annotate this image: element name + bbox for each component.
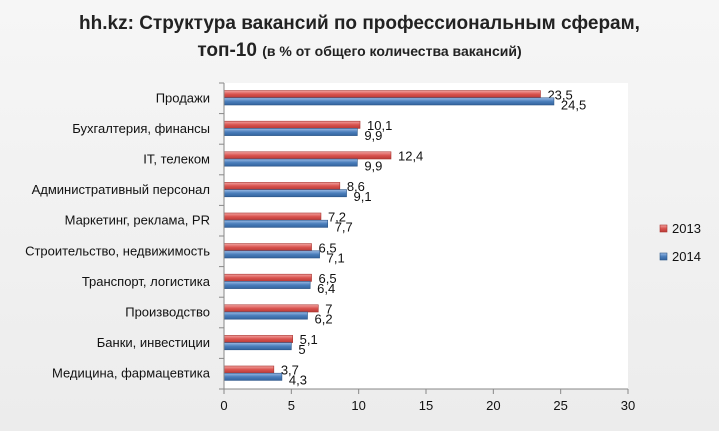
bar-2013 — [223, 182, 341, 190]
bar-2014 — [223, 311, 308, 320]
bar-2013 — [223, 90, 541, 99]
data-label-2013: 3,7 — [281, 363, 299, 378]
title-line-2-main: топ-10 — [197, 40, 257, 61]
title-line-2: топ-10 (в % от общего количества ваканси… — [0, 37, 719, 65]
data-label-2014: 24,5 — [561, 97, 586, 112]
category-label: Транспорт, логистика — [82, 274, 211, 289]
data-label-2014: 9,9 — [364, 159, 382, 174]
bar-2014 — [223, 372, 283, 381]
data-label-2014: 6,2 — [314, 312, 332, 327]
x-tick-label: 15 — [419, 398, 433, 413]
legend-swatch-2014 — [659, 252, 668, 261]
legend-label-2014: 2014 — [672, 249, 701, 264]
data-label-2014: 5 — [298, 342, 305, 357]
title-line-1: hh.kz: Структура вакансий по профессиона… — [79, 13, 640, 34]
bar-2013 — [223, 212, 322, 221]
data-label-2013: 7,2 — [328, 210, 346, 225]
x-tick-label: 30 — [621, 398, 635, 413]
bar-2013 — [223, 273, 312, 282]
category-label: Административный персонал — [32, 182, 210, 197]
bar-2013 — [223, 335, 293, 343]
bar-2014 — [223, 128, 358, 136]
bar-2013 — [223, 243, 312, 252]
bar-2014 — [223, 219, 328, 228]
category-label: Строительство, недвижимость — [25, 243, 210, 258]
bar-2014 — [223, 250, 320, 259]
legend-label-2013: 2013 — [672, 221, 701, 236]
bar-2014 — [223, 97, 555, 106]
x-tick-label: 5 — [288, 398, 295, 413]
category-label: Маркетинг, реклама, PR — [65, 213, 210, 228]
chart-title: hh.kz: Структура вакансий по профессиона… — [0, 10, 719, 65]
category-label: Продажи — [156, 90, 210, 105]
data-label-2014: 7,1 — [327, 250, 345, 265]
data-label-2013: 6,5 — [319, 240, 337, 255]
category-label: IT, телеком — [143, 152, 210, 167]
chart-subtitle: (в % от общего количества вакансий) — [262, 43, 522, 59]
data-label-2014: 9,1 — [354, 189, 372, 204]
data-label-2013: 7 — [325, 302, 332, 317]
x-tick-label: 20 — [486, 398, 500, 413]
category-label: Производство — [125, 305, 210, 320]
bar-2014 — [223, 342, 292, 351]
bar-2013 — [223, 365, 275, 374]
bar-2014 — [223, 281, 311, 289]
data-label-2014: 7,7 — [335, 220, 353, 235]
data-label-2013: 8,6 — [347, 179, 365, 194]
data-label-2014: 9,9 — [364, 128, 382, 143]
bar-2013 — [223, 304, 319, 313]
bar-2013 — [223, 120, 361, 129]
x-tick-label: 25 — [553, 398, 567, 413]
data-label-2014: 4,3 — [289, 373, 307, 388]
category-label: Банки, инвестиции — [97, 335, 210, 350]
data-label-2013: 10,1 — [367, 118, 392, 133]
legend-swatch-2013 — [659, 224, 668, 233]
x-tick-label: 0 — [220, 398, 227, 413]
category-label: Медицина, фармацевтика — [52, 366, 211, 381]
data-label-2013: 5,1 — [300, 332, 318, 347]
data-label-2013: 6,5 — [319, 271, 337, 286]
x-tick-label: 10 — [351, 398, 365, 413]
data-label-2013: 12,4 — [398, 149, 423, 164]
data-label-2014: 6,4 — [317, 281, 335, 296]
category-label: Бухгалтерия, финансы — [72, 121, 210, 136]
bar-2014 — [223, 189, 347, 198]
bar-2014 — [223, 158, 358, 167]
